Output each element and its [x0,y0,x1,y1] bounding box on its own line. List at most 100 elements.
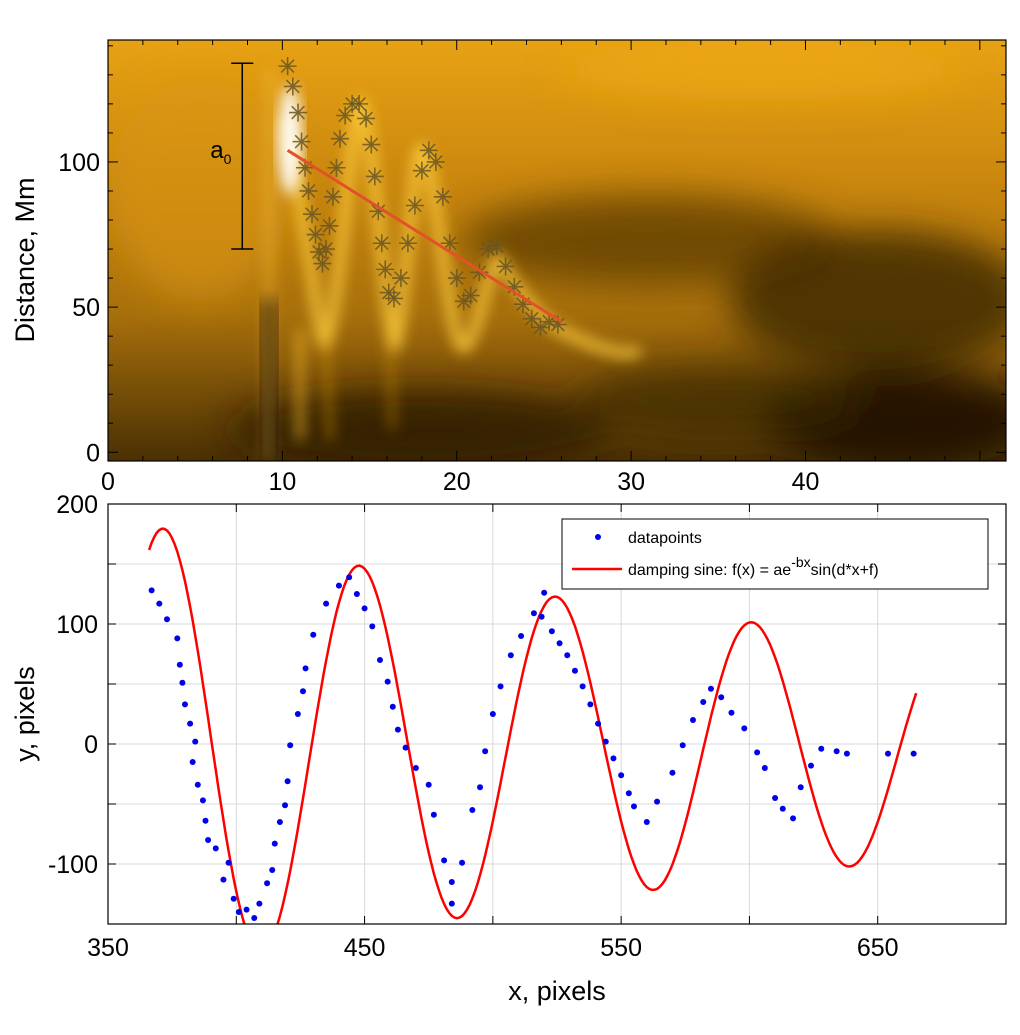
data-point [402,744,409,751]
y-tick-label: 0 [86,439,100,467]
data-point [194,781,201,788]
data-point [833,748,840,755]
asterisk-marker [440,234,459,253]
data-point [689,717,696,723]
data-point [282,802,289,809]
asterisk-marker [426,152,445,171]
y-tick-label: 50 [72,294,100,322]
data-point [235,909,242,915]
data-point [192,738,199,745]
data-point [571,667,578,674]
data-point [187,720,194,727]
plot-ticks [107,503,1007,925]
asterisk-marker [299,181,318,200]
asterisk-marker [548,315,567,334]
legend-dot-marker [595,534,601,540]
data-point [595,720,602,727]
data-point [477,784,484,791]
data-point [179,679,186,686]
data-point [164,616,171,623]
asterisk-marker [306,225,325,244]
data-point [369,623,376,630]
data-point [538,613,545,620]
asterisk-marker [357,109,376,128]
data-point [276,819,283,825]
data-point [310,631,317,638]
asterisk-marker [327,158,346,177]
data-point [287,742,294,749]
data-point [189,759,196,765]
asterisk-marker [496,257,515,276]
asterisk-marker [454,292,473,311]
data-point [797,784,804,791]
data-point [679,742,686,749]
data-point [884,750,891,757]
data-point [361,605,368,612]
asterisk-marker [376,260,395,279]
data-point [264,880,271,887]
data-point [212,845,219,852]
damping-sine-curve [147,527,918,924]
heatmap-ticks [107,40,1006,461]
asterisk-marker [412,161,431,180]
y-tick-label: 100 [58,149,100,177]
data-point [181,701,188,708]
asterisk-marker [398,234,417,253]
asterisk-marker [447,269,466,288]
data-point [564,652,571,659]
data-point [497,683,504,690]
data-point [469,807,476,813]
data-point [772,795,779,801]
asterisk-marker [405,196,424,215]
data-point [256,900,263,907]
x-tick-label: 450 [344,934,386,962]
asterisk-marker [283,77,302,96]
fit-panel: 350 450 550 650 -100 0 100 200 datapoints dampi… [10,491,1007,1006]
data-point [843,750,850,757]
asterisk-marker [362,135,381,154]
data-point [251,915,258,921]
data-point [353,591,360,597]
trend-line [286,149,563,323]
data-point [587,701,594,708]
asterisk-marker [372,234,391,253]
data-point [441,857,448,864]
y-tick-label: 100 [56,611,98,639]
data-point [728,709,735,716]
data-point [618,772,625,779]
a0-annotation: a0 [210,62,254,250]
asterisk-marker [309,242,328,261]
data-point [602,738,609,745]
x-axis-title: x, pixels [508,976,606,1006]
a0-label: a0 [210,137,231,167]
asterisk-marker [289,103,308,122]
asterisk-marker [292,132,311,151]
data-point [818,745,825,752]
asterisk-marker [320,216,339,235]
x-tick-label: 20 [443,468,471,496]
data-point [294,711,301,717]
asterisk-marker [278,57,297,76]
x-tick-label: 40 [792,468,820,496]
heatmap-image [108,40,1006,461]
y-axis-title: y, pixels [10,666,40,762]
data-point [199,797,206,804]
data-point [530,610,537,617]
x-tick-label: 650 [857,934,899,962]
legend-box [561,518,989,590]
data-point [448,900,455,907]
data-point [761,765,768,771]
y-tick-label: 0 [84,731,98,759]
asterisk-marker [330,129,349,148]
x-tick-label: 0 [101,468,115,496]
data-point [225,859,232,866]
asterisk-marker [323,187,342,206]
data-point [741,725,748,732]
data-point [323,600,330,607]
data-point [430,811,437,818]
data-point [808,762,815,769]
data-point [482,748,489,755]
data-point [412,765,419,771]
data-point [243,906,250,913]
heatmap-panel: 0 10 20 30 40 0 50 100 a0 Distance, Mm [10,39,1007,496]
